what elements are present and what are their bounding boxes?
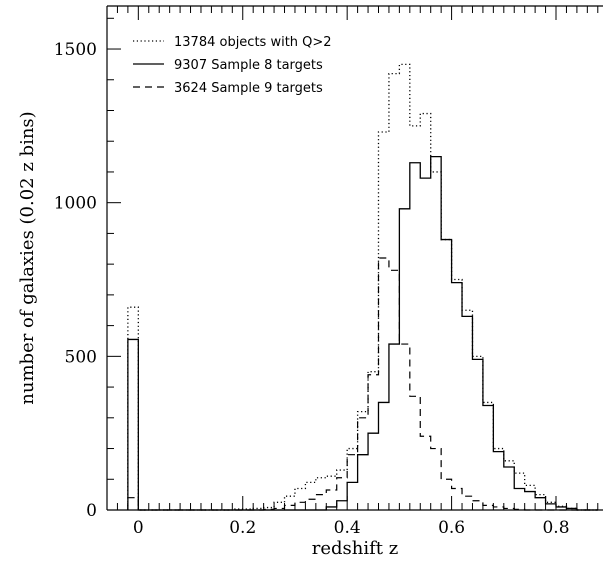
histogram-series-3 — [127, 257, 598, 511]
y-tick-label: 1500 — [54, 40, 97, 60]
y-axis-title: number of galaxies (0.02 z bins) — [17, 111, 38, 404]
histogram-series-1 — [127, 63, 598, 511]
legend: 13784 objects with Q>2 9307 Sample 8 targ… — [133, 35, 332, 96]
y-tick-label: 0 — [86, 501, 97, 521]
x-tick-label: 0.4 — [334, 518, 361, 538]
x-tick-label: 0 — [133, 518, 144, 538]
x-tick-label: 0.6 — [438, 518, 465, 538]
axis-tick-labels: 0 0.2 0.4 0.6 0.8 0 500 1000 1500 — [54, 40, 570, 538]
axis-ticks — [107, 6, 599, 511]
x-axis-title: redshift z — [312, 538, 398, 559]
legend-label-2: 9307 Sample 8 targets — [174, 58, 323, 73]
x-tick-label: 0.8 — [542, 518, 569, 538]
legend-label-3: 3624 Sample 9 targets — [174, 81, 323, 96]
y-tick-label: 1000 — [54, 194, 97, 214]
histogram-series-layer — [127, 63, 598, 511]
y-tick-label: 500 — [65, 347, 97, 367]
histogram-series-2 — [127, 155, 598, 511]
x-tick-label: 0.2 — [229, 518, 256, 538]
legend-label-1: 13784 objects with Q>2 — [174, 35, 332, 50]
